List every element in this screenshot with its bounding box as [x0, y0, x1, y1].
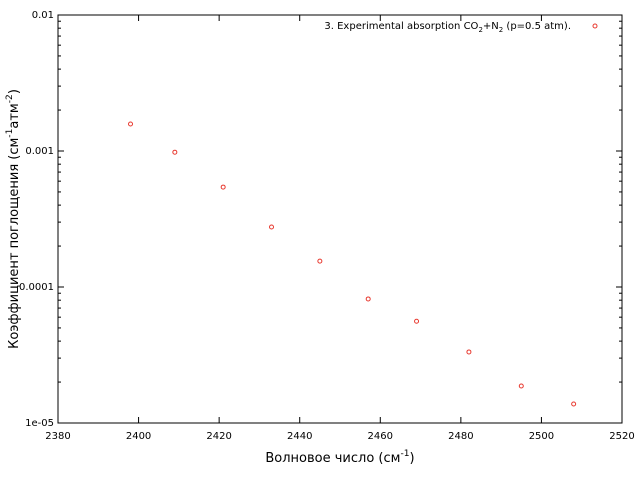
text-part: -1 — [400, 449, 409, 459]
data-point — [172, 149, 178, 155]
text-part: -2 — [5, 94, 15, 103]
x-tick-label: 2460 — [368, 431, 393, 442]
text-part: Волновое число (см — [265, 451, 400, 466]
text-part: Коэффициент поглощения (см — [7, 138, 22, 349]
x-tick-label: 2520 — [609, 431, 634, 442]
y-tick-label: 0.01 — [32, 10, 54, 21]
x-tick-label: 2380 — [45, 431, 70, 442]
y-axis-title: Коэффициент поглощения (см-1атм-2) — [5, 89, 22, 349]
text-part: 2 — [499, 26, 503, 34]
text-part: (p=0.5 atm). — [503, 21, 571, 32]
data-point — [365, 296, 371, 302]
legend-label: 3. Experimental absorption CO2+N2 (p=0.5… — [324, 21, 571, 34]
x-tick-label: 2480 — [448, 431, 473, 442]
y-tick-label: 0.0001 — [19, 282, 54, 293]
y-tick-label: 1e-05 — [25, 418, 54, 429]
x-tick-label: 2440 — [287, 431, 312, 442]
x-axis-title: Волновое число (см-1) — [265, 449, 414, 466]
text-part: 2 — [478, 26, 482, 34]
data-point — [128, 121, 134, 127]
text-part: 3. Experimental absorption CO — [324, 21, 478, 32]
text-part: ) — [410, 451, 415, 466]
data-point — [317, 258, 323, 264]
legend-marker — [592, 23, 598, 29]
data-point — [466, 349, 472, 355]
plot-frame — [57, 14, 623, 424]
x-tick-label: 2500 — [529, 431, 554, 442]
y-tick-label: 0.001 — [25, 146, 54, 157]
data-point — [220, 184, 226, 190]
text-part: атм — [7, 103, 22, 128]
data-point — [518, 383, 524, 389]
data-point — [571, 401, 577, 407]
text-part: -1 — [5, 129, 15, 138]
text-part: +N — [483, 21, 499, 32]
x-tick-label: 2420 — [206, 431, 231, 442]
text-part: ) — [7, 89, 22, 94]
x-tick-label: 2400 — [126, 431, 151, 442]
data-point — [269, 224, 275, 230]
data-point — [414, 318, 420, 324]
